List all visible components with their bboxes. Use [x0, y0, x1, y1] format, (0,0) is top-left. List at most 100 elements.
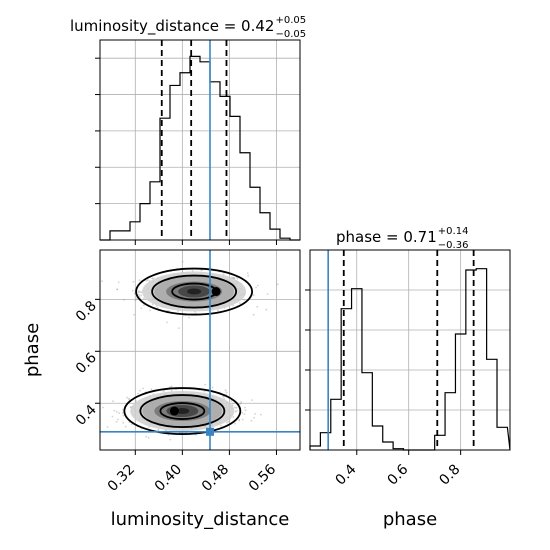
density-contour: [139, 394, 226, 428]
sample-point: [162, 390, 165, 392]
sample-point: [203, 390, 206, 393]
x-tick-label: 0.32: [105, 462, 138, 495]
sample-point: [239, 402, 242, 405]
density-peak: [169, 406, 179, 416]
sample-point: [246, 272, 249, 274]
sample-point: [102, 406, 104, 409]
sample-point: [169, 438, 172, 441]
sample-point: [145, 279, 148, 282]
panel-frame: [309, 249, 511, 451]
sample-point: [126, 396, 128, 399]
sample-point: [152, 277, 155, 280]
sample-point: [138, 279, 141, 282]
sample-point: [139, 291, 141, 293]
y-axis-label-phase: phase: [22, 323, 43, 377]
sample-point: [211, 386, 214, 389]
sample-point: [236, 277, 239, 280]
sample-point: [221, 395, 224, 398]
sample-point: [147, 279, 149, 281]
sample-point: [253, 416, 256, 419]
sample-point: [225, 391, 228, 394]
x-tick-label: 0.4: [333, 461, 360, 488]
panel-frame: [99, 39, 301, 241]
sample-point: [217, 309, 219, 312]
sample-point: [170, 385, 173, 388]
panel-frame: [99, 249, 301, 451]
sample-point: [200, 269, 203, 272]
phase-title-lower: −0.36: [438, 240, 469, 251]
luminosity-distance-title-upper: +0.05: [275, 15, 306, 26]
sample-point: [252, 294, 255, 296]
sample-point: [227, 420, 230, 423]
sample-point: [137, 392, 140, 395]
sample-point: [220, 424, 223, 427]
sample-point: [124, 425, 127, 428]
sample-point: [150, 388, 153, 391]
sample-point: [224, 389, 227, 392]
sample-point: [166, 321, 168, 324]
sample-point: [181, 260, 184, 263]
sample-point: [131, 423, 133, 426]
sample-point: [106, 426, 109, 428]
density-contour: [151, 274, 238, 309]
density-contour: [123, 387, 242, 435]
sample-point: [131, 289, 134, 292]
luminosity-distance-histogram-panel: [95, 39, 301, 245]
sample-point: [117, 281, 120, 284]
sample-point: [157, 429, 160, 432]
sample-point: [235, 406, 238, 409]
sample-point: [151, 277, 154, 280]
sample-point: [255, 286, 257, 289]
phase-histogram-panel: 0.4 0.6 0.8: [305, 249, 511, 489]
sample-point: [147, 436, 150, 439]
x-tick-label: 0.48: [199, 462, 232, 495]
histogram-step-line: [100, 55, 300, 241]
sample-point: [143, 297, 145, 300]
luminosity-distance-title-lower: −0.05: [275, 29, 306, 40]
sample-point: [256, 305, 259, 308]
sample-point: [244, 406, 246, 409]
sample-point: [123, 298, 125, 301]
sample-point: [243, 413, 246, 415]
sample-point: [222, 273, 225, 275]
sample-point: [121, 411, 124, 414]
sample-point: [238, 418, 241, 421]
sample-point: [232, 402, 234, 405]
density-plot-area: [100, 250, 300, 450]
sample-point: [204, 383, 207, 386]
sample-point: [116, 288, 119, 291]
sample-point: [276, 283, 279, 286]
sample-point: [112, 400, 114, 403]
y-tick-label: 0.4: [73, 402, 100, 429]
sample-point: [257, 284, 259, 287]
sample-point: [238, 419, 241, 422]
y-tick-label: 0.8: [73, 298, 100, 325]
sample-point: [191, 270, 194, 272]
sample-point: [188, 316, 191, 319]
sample-point: [239, 302, 241, 304]
sample-point: [142, 304, 145, 306]
sample-point: [222, 396, 225, 398]
x-tick-label: 0.56: [246, 461, 279, 494]
sample-point: [122, 421, 124, 424]
sample-point: [135, 298, 138, 301]
sample-point: [138, 290, 140, 293]
histogram-step-line: [309, 268, 511, 451]
sample-point: [138, 295, 141, 298]
sample-point: [233, 277, 236, 279]
luminosity-distance-title: luminosity_distance = 0.42: [70, 17, 274, 36]
sample-point: [234, 422, 237, 425]
sample-point: [128, 397, 130, 400]
sample-point: [140, 291, 143, 294]
sample-point: [111, 415, 114, 418]
density-peak: [211, 287, 221, 297]
x-tick-label: 0.6: [384, 461, 411, 488]
sample-point: [244, 409, 247, 412]
sample-point: [115, 420, 118, 423]
sample-point: [137, 291, 140, 294]
x-axis-label-phase: phase: [383, 509, 437, 530]
sample-point: [128, 398, 131, 401]
sample-point: [140, 294, 143, 296]
sample-point: [116, 410, 118, 413]
sample-point: [122, 414, 125, 417]
